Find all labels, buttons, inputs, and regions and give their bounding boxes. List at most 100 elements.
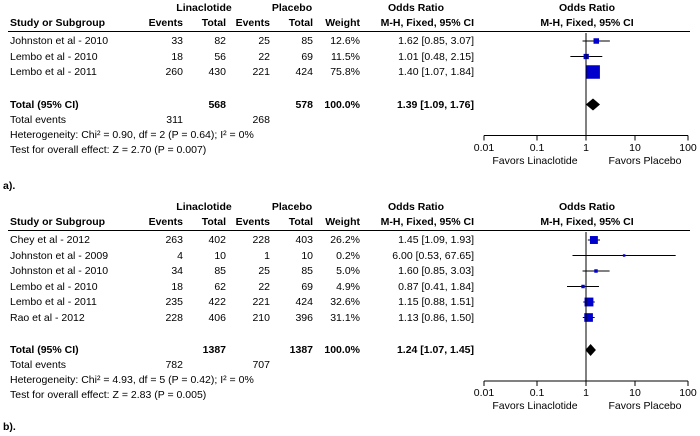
events1-header: Events xyxy=(148,17,183,29)
total1-cell: 422 xyxy=(208,296,226,308)
ci-cell: 1.45 [1.09, 1.93] xyxy=(398,234,474,246)
events2-cell: 22 xyxy=(258,280,270,293)
favors-left-label: Favors Linaclotide xyxy=(492,154,578,167)
group2-header: Placebo xyxy=(271,2,313,14)
total-events2: 707 xyxy=(252,359,270,371)
weight-cell: 11.5% xyxy=(331,50,360,63)
study-weight-square xyxy=(581,284,585,289)
header-rule xyxy=(8,31,690,32)
events1-cell: 4 xyxy=(177,249,183,262)
ci-cell: 0.87 [0.41, 1.84] xyxy=(398,280,474,293)
events1-cell: 260 xyxy=(165,66,183,78)
weight-cell: 75.8% xyxy=(330,66,360,78)
pooled-diamond xyxy=(585,344,596,356)
total2-cell: 69 xyxy=(301,280,313,293)
total2-cell: 85 xyxy=(301,35,313,47)
x-tick-label: 100 xyxy=(679,141,697,154)
study-name: Chey et al - 2012 xyxy=(10,234,90,246)
pooled-diamond xyxy=(585,98,601,111)
total1-header: Total xyxy=(201,216,226,228)
x-tick-label: 100 xyxy=(679,387,697,399)
weight-cell: 0.2% xyxy=(336,249,360,262)
header-rule xyxy=(8,230,690,231)
ci-cell: 1.62 [0.85, 3.07] xyxy=(398,35,474,47)
total2-cell: 85 xyxy=(301,265,313,277)
total2-header: Total xyxy=(288,17,313,29)
total-events1: 311 xyxy=(166,113,183,126)
study-name: Rao et al - 2012 xyxy=(10,311,85,324)
study-name: Lembo et al - 2011 xyxy=(10,296,97,308)
events2-cell: 210 xyxy=(252,311,270,324)
ci-cell: 1.60 [0.85, 3.03] xyxy=(398,265,474,277)
study-weight-square xyxy=(586,65,600,79)
events2-cell: 25 xyxy=(258,265,270,277)
study-name: Johnston et al - 2010 xyxy=(10,265,109,277)
group2-header: Placebo xyxy=(271,201,313,213)
events2-header: Events xyxy=(235,17,270,29)
overall-effect-text: Test for overall effect: Z = 2.70 (P = 0… xyxy=(10,143,207,156)
group1-header: Linaclotide xyxy=(176,201,232,213)
events2-cell: 25 xyxy=(258,35,270,47)
total1-cell: 85 xyxy=(214,265,226,277)
plot-title: Odds Ratio xyxy=(558,2,615,14)
method-header: M-H, Fixed, 95% CI xyxy=(380,216,474,228)
ci-cell: 1.15 [0.88, 1.51] xyxy=(398,296,474,308)
events2-cell: 228 xyxy=(252,234,270,246)
total-weight: 100.0% xyxy=(324,98,360,111)
panel-label: b). xyxy=(3,421,16,433)
x-tick-label: 10 xyxy=(629,387,641,399)
ci-cell: 1.13 [0.86, 1.50] xyxy=(398,311,474,324)
group1-header: Linaclotide xyxy=(176,2,232,14)
total1-value: 1387 xyxy=(202,344,226,356)
overall-effect-text: Test for overall effect: Z = 2.83 (P = 0… xyxy=(10,389,207,401)
total2-cell: 69 xyxy=(301,50,313,63)
weight-cell: 26.2% xyxy=(330,234,360,246)
events2-cell: 221 xyxy=(252,66,270,78)
study-weight-square xyxy=(584,297,594,307)
study-name: Johnston et al - 2009 xyxy=(10,249,109,262)
events2-header: Events xyxy=(235,216,270,228)
total1-cell: 62 xyxy=(214,280,226,293)
x-tick-label: 0.01 xyxy=(473,141,495,154)
total2-cell: 10 xyxy=(301,249,313,262)
total1-value: 568 xyxy=(208,98,226,111)
total1-header: Total xyxy=(201,17,226,29)
study-weight-square xyxy=(622,254,626,257)
study-weight-square xyxy=(584,313,593,322)
events2-cell: 22 xyxy=(258,50,270,63)
events1-cell: 18 xyxy=(171,280,183,293)
favors-right-label: Favors Placebo xyxy=(608,400,682,412)
ci-cell: 6.00 [0.53, 67.65] xyxy=(392,249,474,262)
heterogeneity-text: Heterogeneity: Chi² = 4.93, df = 5 (P = … xyxy=(10,374,254,386)
total-ci: 1.39 [1.09, 1.76] xyxy=(396,98,474,111)
x-tick-label: 0.01 xyxy=(473,387,495,399)
events1-cell: 235 xyxy=(165,296,183,308)
or-title: Odds Ratio xyxy=(387,2,444,14)
total2-cell: 396 xyxy=(295,311,313,324)
ci-cell: 1.40 [1.07, 1.84] xyxy=(398,66,474,78)
plot-method-header: M-H, Fixed, 95% CI xyxy=(540,216,634,228)
total1-cell: 10 xyxy=(214,249,226,262)
total-label: Total (95% CI) xyxy=(10,344,79,356)
plot-method-header: M-H, Fixed, 95% CI xyxy=(540,17,634,29)
favors-right-label: Favors Placebo xyxy=(608,154,682,167)
study-name: Lembo et al - 2010 xyxy=(10,50,98,63)
heterogeneity-text: Heterogeneity: Chi² = 0.90, df = 2 (P = … xyxy=(10,128,254,141)
weight-cell: 12.6% xyxy=(330,35,360,47)
study-header: Study or Subgroup xyxy=(10,216,106,228)
favors-left-label: Favors Linaclotide xyxy=(492,400,578,412)
total2-cell: 424 xyxy=(295,66,313,78)
study-weight-square xyxy=(593,38,600,44)
total2-cell: 403 xyxy=(295,234,313,246)
total-label: Total (95% CI) xyxy=(10,98,79,111)
total1-cell: 430 xyxy=(208,66,226,78)
study-name: Johnston et al - 2010 xyxy=(10,35,109,47)
total-weight: 100.0% xyxy=(324,344,360,356)
total2-header: Total xyxy=(288,216,313,228)
or-title: Odds Ratio xyxy=(387,201,444,213)
study-weight-square xyxy=(594,269,598,273)
events1-cell: 18 xyxy=(171,50,183,63)
weight-cell: 5.0% xyxy=(336,265,360,277)
plot-title: Odds Ratio xyxy=(558,201,615,213)
